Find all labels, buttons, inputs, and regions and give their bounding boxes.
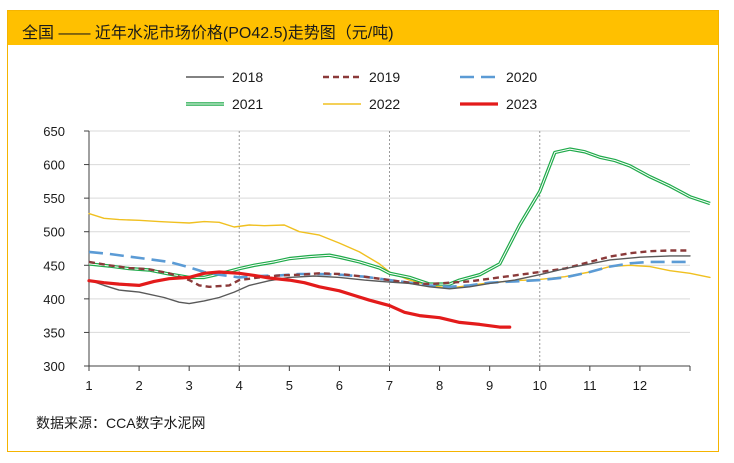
- chart-title: 全国 —— 近年水泥市场价格(PO42.5)走势图（元/吨): [22, 25, 394, 42]
- x-tick-label: 9: [486, 378, 493, 393]
- legend-label-2018: 2018: [232, 69, 263, 85]
- plot-area: [87, 147, 711, 329]
- legend-label-2022: 2022: [369, 96, 400, 112]
- chart-frame: 全国 —— 近年水泥市场价格(PO42.5)走势图（元/吨) 数据来源：CCA数…: [7, 10, 719, 452]
- y-tick-label: 650: [43, 124, 65, 139]
- grid-lines: [89, 130, 690, 366]
- series-2023-line: [87, 270, 512, 329]
- x-tick-label: 7: [386, 378, 393, 393]
- x-tick-label: 4: [236, 378, 243, 393]
- y-tick-label: 350: [43, 325, 65, 340]
- series-2021-line-inner: [88, 148, 711, 285]
- series-2020-line: [88, 250, 690, 289]
- y-tick-label: 500: [43, 225, 65, 240]
- y-tick-label: 600: [43, 158, 65, 173]
- y-tick-label: 450: [43, 258, 65, 273]
- y-tick-label: 550: [43, 191, 65, 206]
- x-tick-label: 3: [186, 378, 193, 393]
- legend-label-2021: 2021: [232, 96, 263, 112]
- series-2021-line: [88, 147, 711, 286]
- x-tick-label: 1: [85, 378, 92, 393]
- legend-label-2019: 2019: [369, 69, 400, 85]
- legend-label-2020: 2020: [506, 69, 537, 85]
- x-tick-label: 6: [336, 378, 343, 393]
- x-tick-label: 10: [533, 378, 547, 393]
- x-tick-label: 5: [286, 378, 293, 393]
- y-tick-label: 400: [43, 292, 65, 307]
- x-tick-label: 8: [436, 378, 443, 393]
- series-2018-line: [88, 255, 691, 305]
- x-tick-label: 2: [135, 378, 142, 393]
- series-2019-line: [88, 249, 690, 288]
- title-bar: 全国 —— 近年水泥市场价格(PO42.5)走势图（元/吨): [8, 11, 718, 45]
- x-tick-label: 12: [633, 378, 647, 393]
- y-tick-label: 300: [43, 359, 65, 374]
- legend-label-2023: 2023: [506, 96, 537, 112]
- data-source-note: 数据来源：CCA数字水泥网: [36, 415, 206, 431]
- x-tick-label: 11: [583, 378, 597, 393]
- chart-legend: 2018 2019 2020 2021 2022 2023: [186, 69, 537, 112]
